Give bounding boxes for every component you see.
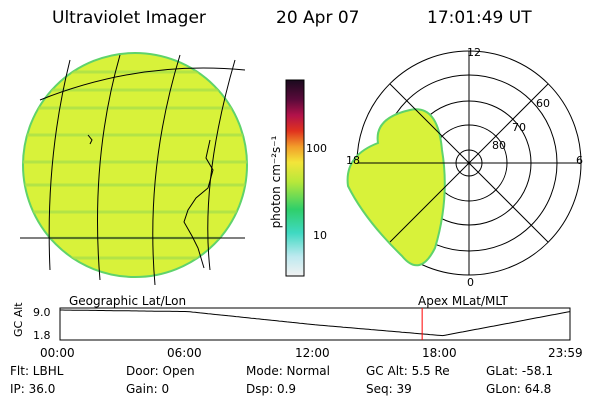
lat-lon-grid: [20, 54, 246, 286]
coastline: [183, 139, 214, 269]
orbit-ytick-1.8: 1.8: [33, 329, 51, 342]
info-mode: Mode: Normal: [246, 364, 330, 378]
info-ip: IP: 36.0: [10, 382, 56, 396]
lat-label-60: 60: [536, 97, 550, 110]
orbit-xtick-2359: 23:59: [548, 346, 583, 360]
colorbar-tick-10: 10: [313, 229, 327, 242]
colorbar-tick-100: 100: [306, 142, 327, 155]
info-gc-alt: GC Alt: 5.5 Re: [366, 364, 450, 378]
lat-label-80: 80: [492, 139, 506, 152]
info-glat: GLat: -58.1: [486, 364, 553, 378]
left-panel-label: Geographic Lat/Lon: [69, 294, 187, 308]
geographic-image: [20, 52, 248, 286]
auroral-image: [346, 108, 446, 267]
orbit-ylabel: GC Alt: [12, 302, 25, 337]
orbit-xtick-1800: 18:00: [422, 346, 457, 360]
orbit-xtick-0600: 06:00: [167, 346, 202, 360]
mlt-label-6: 6: [576, 154, 583, 167]
polar-plot: [346, 50, 582, 276]
lat-label-70: 70: [512, 121, 526, 134]
scan-lines: [23, 70, 247, 260]
earth-disk: [22, 52, 248, 278]
info-glon: GLon: 64.8: [486, 382, 552, 396]
orbit-altitude-line: [60, 309, 571, 337]
orbit-xtick-1200: 12:00: [295, 346, 330, 360]
colorbar: [285, 79, 305, 277]
mlt-label-12: 12: [467, 46, 481, 59]
orbit-frame: [59, 307, 571, 341]
header-time: 17:01:49 UT: [427, 8, 532, 28]
info-door: Door: Open: [126, 364, 195, 378]
orbit-xtick-0000: 00:00: [40, 346, 75, 360]
mlt-label-18: 18: [346, 154, 360, 167]
orbit-ytick-9: 9.0: [33, 306, 51, 319]
info-flt: Flt: LBHL: [10, 364, 64, 378]
info-seq: Seq: 39: [366, 382, 412, 396]
orbit-chart: [59, 307, 571, 341]
app-title: Ultraviolet Imager: [52, 8, 206, 28]
info-dsp: Dsp: 0.9: [246, 382, 297, 396]
right-panel-label: Apex MLat/MLT: [418, 294, 508, 308]
polar-spokes: [357, 51, 581, 275]
colorbar-unit-label: photon cm⁻²s⁻¹: [269, 135, 283, 229]
header-date: 20 Apr 07: [276, 8, 360, 28]
info-gain: Gain: 0: [126, 382, 170, 396]
mlt-label-0: 0: [467, 276, 474, 289]
island: [87, 134, 93, 145]
